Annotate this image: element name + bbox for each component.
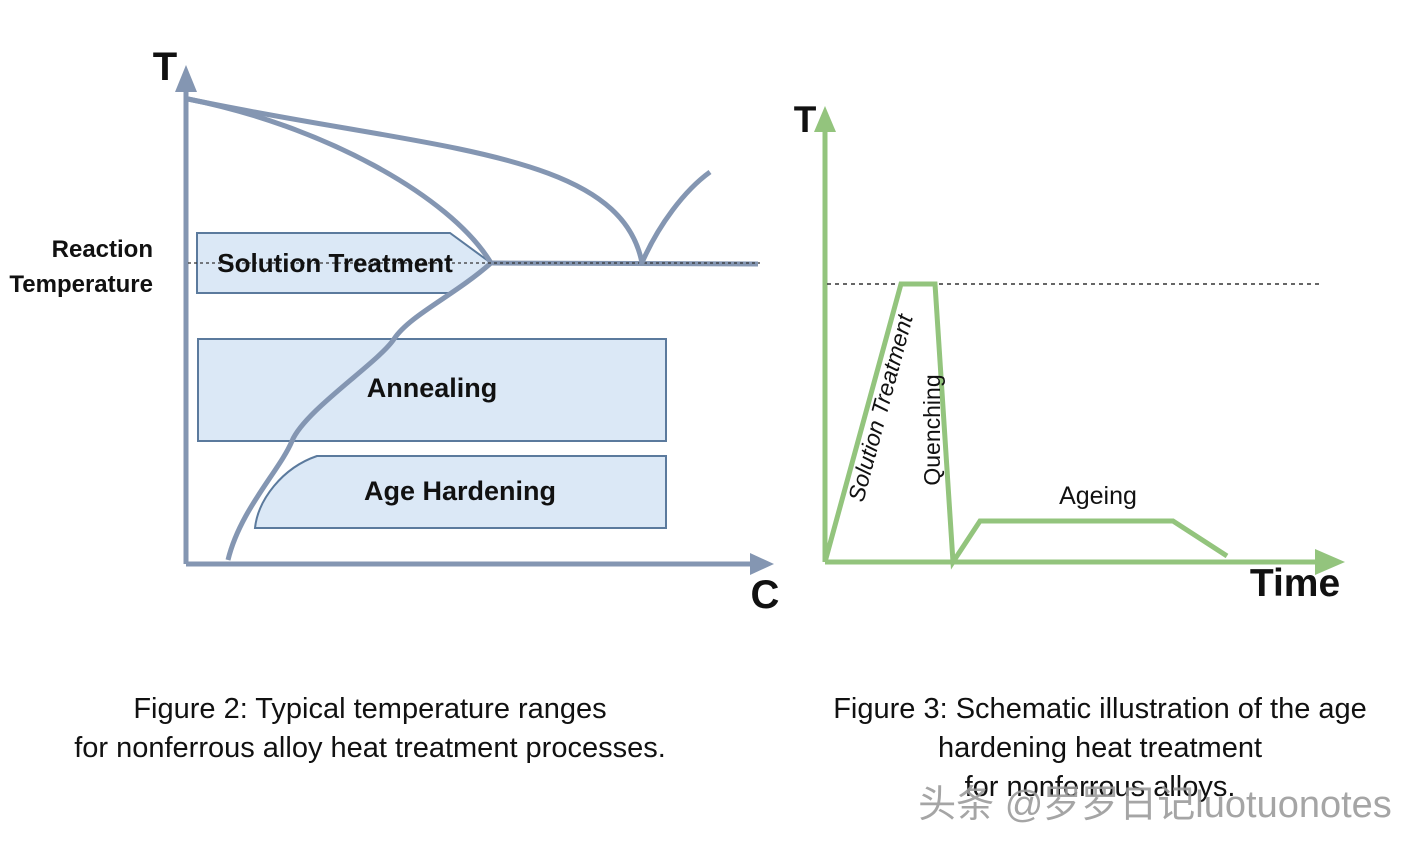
svg-text:Quenching: Quenching [919,374,945,485]
svg-text:Figure 3: Schematic illustrati: Figure 3: Schematic illustration of the … [833,693,1367,725]
svg-text:Time: Time [1250,562,1340,605]
svg-text:C: C [751,573,780,617]
svg-text:T: T [794,99,817,140]
svg-text:Annealing: Annealing [367,373,498,403]
svg-text:for nonferrous alloy heat trea: for nonferrous alloy heat treatment proc… [74,732,666,764]
svg-text:hardening heat treatment: hardening heat treatment [938,732,1262,764]
svg-text:Temperature: Temperature [9,271,153,298]
svg-text:Solution Treatment: Solution Treatment [217,248,453,278]
svg-text:Ageing: Ageing [1059,482,1137,510]
svg-text:Age Hardening: Age Hardening [364,476,556,506]
svg-text:头条 @罗罗日记luotuonotes: 头条 @罗罗日记luotuonotes [918,784,1392,826]
svg-text:T: T [153,45,177,89]
svg-text:Reaction: Reaction [52,236,153,263]
svg-text:Solution Treatment: Solution Treatment [843,310,918,504]
svg-text:Figure 2: Typical temperature: Figure 2: Typical temperature ranges [133,693,606,725]
